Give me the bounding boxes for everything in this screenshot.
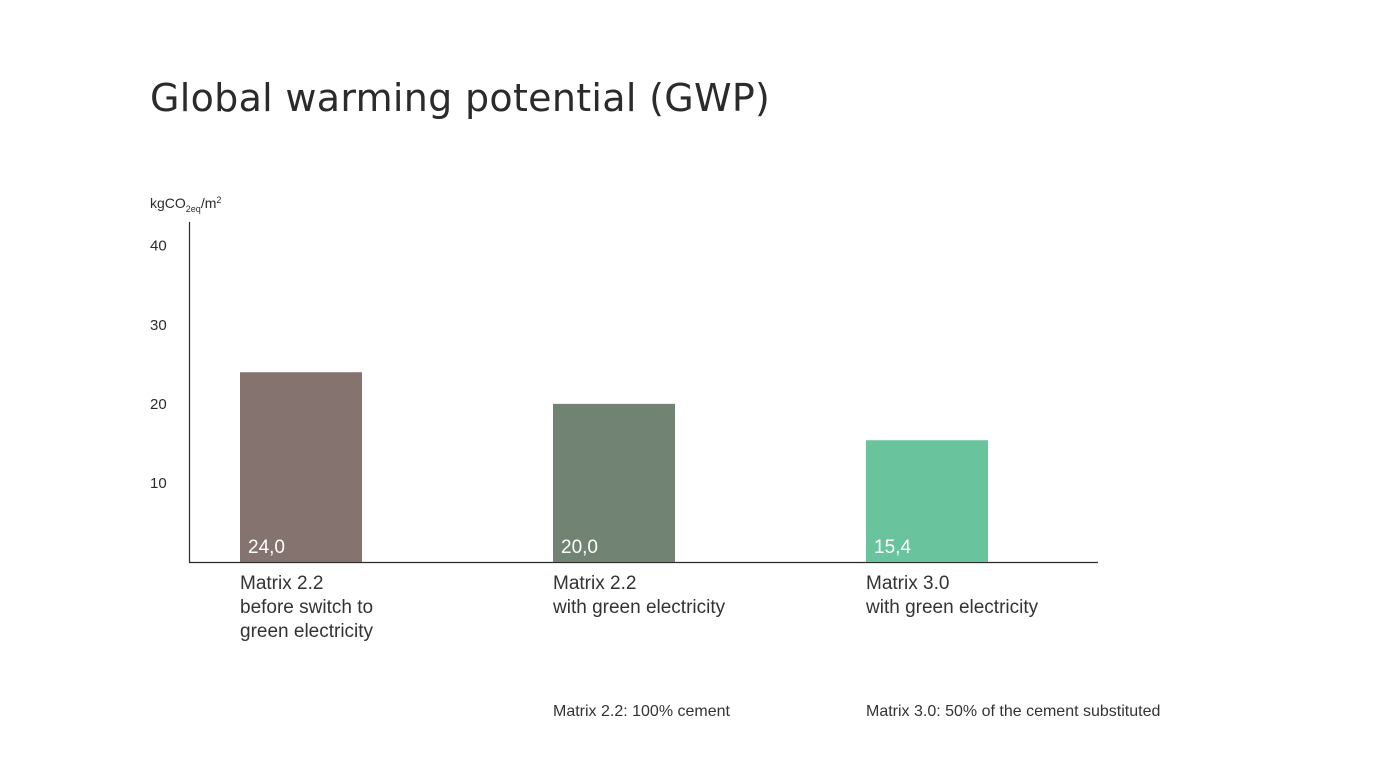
chart-title: Global warming potential (GWP) xyxy=(150,76,771,120)
bar xyxy=(866,440,988,562)
unit-subscript: 2eq xyxy=(186,204,201,214)
unit-superscript: 2 xyxy=(216,195,221,205)
category-label: Matrix 2.2 xyxy=(553,573,636,594)
footnote: Matrix 2.2: 100% cement xyxy=(553,703,731,720)
category-label: Matrix 3.0 xyxy=(866,573,949,594)
y-tick-label: 30 xyxy=(150,317,167,334)
unit-base: kgCO xyxy=(150,195,186,211)
y-axis-unit-label: kgCO2eq/m2 xyxy=(150,195,221,214)
category-label: before switch to xyxy=(240,597,373,618)
unit-slash: /m xyxy=(201,195,217,211)
bar-value-label: 20,0 xyxy=(561,537,598,558)
category-label: Matrix 2.2 xyxy=(240,573,323,594)
category-label: with green electricity xyxy=(552,597,726,618)
y-tick-label: 40 xyxy=(150,238,167,255)
footnote: Matrix 3.0: 50% of the cement substitute… xyxy=(866,703,1160,720)
bar xyxy=(240,372,362,562)
bar xyxy=(553,403,675,562)
bar-value-label: 24,0 xyxy=(248,537,285,558)
y-tick-label: 10 xyxy=(150,475,167,492)
category-label: with green electricity xyxy=(865,597,1039,618)
bar-value-label: 15,4 xyxy=(874,537,911,558)
category-label: green electricity xyxy=(240,621,374,642)
y-tick-label: 20 xyxy=(150,396,167,413)
